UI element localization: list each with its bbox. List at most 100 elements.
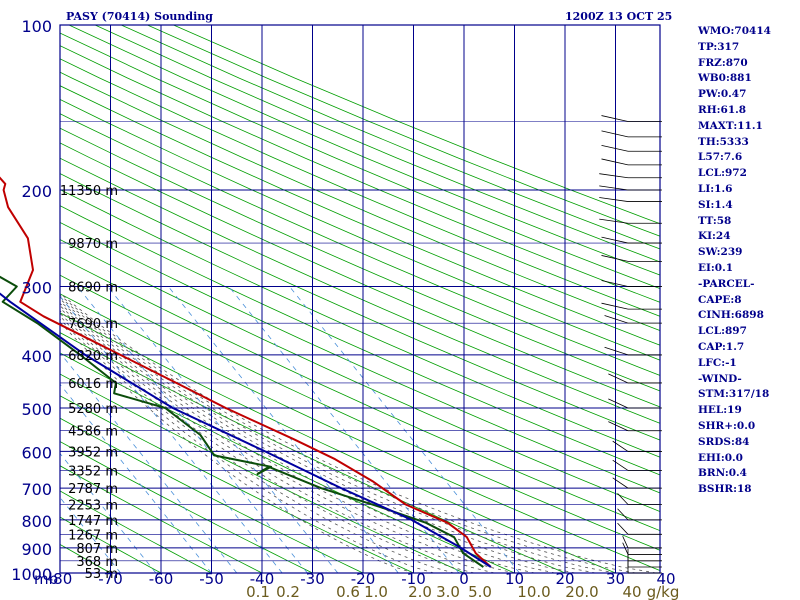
index-item: LI:1.6 [698,182,733,195]
temperature-tick-label: -60 [149,570,174,588]
background-guides [60,25,660,573]
wind-barb-flag [599,185,629,191]
height-label: 3352 m [68,464,118,479]
dry-adiabat [60,71,660,332]
dry-adiabat [60,142,660,408]
dry-adiabat [60,85,660,346]
station-title: PASY (70414) Sounding [66,10,213,23]
sounding-series-line [0,292,492,568]
height-label: 1267 m [68,528,118,543]
mixing-ratio-line [228,286,460,573]
wind-barb-flag [617,522,629,535]
wind-barb-flag [601,158,629,166]
temperature-tick-label: -30 [300,570,325,588]
moist-adiabat [60,312,475,573]
height-label: 2787 m [68,482,118,497]
index-item: L57:7.6 [698,151,743,164]
wind-barb-flag [599,197,629,202]
index-item: TP:317 [698,40,740,53]
sounding-time: 1200Z 13 OCT 25 [565,10,673,23]
mixing-ratio-label: 20.0 [565,583,598,600]
wind-barb-flag [601,130,629,138]
index-item: CAP:1.7 [698,340,745,353]
index-item: CAPE:8 [698,293,742,306]
mixing-ratio-line [60,452,157,573]
pressure-tick-label: 800 [21,512,52,531]
pressure-tick-label: 400 [21,347,52,366]
index-item: STM:317/18 [698,388,770,401]
wind-barb-flag [622,536,629,549]
mixing-ratio-label: 2.0 [408,583,432,600]
index-item: LCL:897 [698,325,747,338]
mixing-ratio-label: g/kg [647,583,680,600]
mixing-ratio-label: 1.0 [364,583,388,600]
dry-adiabat [60,157,660,424]
wind-barb-flag [601,302,629,310]
index-item: TH:5333 [698,135,749,148]
dry-adiabat [60,113,660,376]
temperature-tick-label: 40 [656,570,675,588]
mixing-ratio-label: 0.1 [246,583,270,600]
dry-adiabat [94,25,660,263]
index-item: SRDS:84 [698,435,750,448]
height-label: 6016 m [68,377,118,392]
index-item: CINH:6898 [698,309,764,322]
mixing-ratio-line [107,286,339,573]
sounding-indices: WMO:70414 TP:317 FRZ:870 WB0:881 PW:0.47 RH:6… [698,24,771,498]
moist-adiabat [60,318,434,573]
sounding-series-line [0,275,484,568]
wind-barb-flag [608,421,629,432]
height-label: 11350 m [60,184,118,199]
index-item: BSHR:18 [698,483,752,496]
dry-adiabat [60,189,660,458]
index-item: WB0:881 [698,72,752,85]
temperature-tick-label: -50 [199,570,224,588]
temperature-tick-label: 30 [606,570,625,588]
index-item: EHI:0.0 [698,451,743,464]
height-label: 9870 m [68,237,118,252]
mixing-ratio-label: 3.0 [436,583,460,600]
sounding-series-line [0,176,492,568]
wind-barb-flag [601,255,629,262]
mixing-ratio-label: 40 [622,583,641,600]
temperature-tick-label: -80 [48,570,73,588]
dry-adiabat [60,173,660,441]
wind-barb-flag [601,144,629,152]
plot-frame [59,24,661,574]
index-item: HEL:19 [698,404,742,417]
moist-adiabat [60,315,455,573]
pressure-tick-label: 900 [21,540,52,559]
mixing-ratio-line [60,295,283,573]
pressure-tick-label: 600 [21,443,52,462]
mixing-ratio-label: 10.0 [517,583,550,600]
temperature-tick-label: -70 [98,570,123,588]
index-item: SI:1.4 [698,198,733,211]
wind-barb-flag [599,218,629,224]
wind-barb-flag [612,440,629,452]
wind-barb-flag [612,477,629,489]
wind-barbs [599,115,662,574]
index-item: LFC:-1 [698,356,737,369]
dry-adiabat [60,239,660,512]
dry-adiabat [60,221,660,494]
index-item: KI:24 [698,230,731,243]
mixing-ratio-line [289,286,520,573]
index-item: MAXT:11.1 [698,119,763,132]
index-item: -PARCEL- [698,277,755,290]
pressure-tick-label: 300 [21,278,52,297]
mixing-ratio-line [60,496,121,573]
height-label: 368 m [76,555,118,570]
index-item: TT:58 [698,214,732,227]
wind-barb-flag [599,173,629,179]
moist-adiabat [60,292,656,573]
dry-adiabat [60,58,660,317]
height-label: 807 m [76,542,118,557]
wind-barb-flag [612,459,629,471]
height-label: 8690 m [68,280,118,295]
height-label: 6820 m [68,349,118,364]
mixing-ratio-label: 0.6 [336,583,360,600]
wind-barb-flag [608,398,629,409]
wind-barb-flag [622,542,629,555]
index-item: EI:0.1 [698,261,734,274]
